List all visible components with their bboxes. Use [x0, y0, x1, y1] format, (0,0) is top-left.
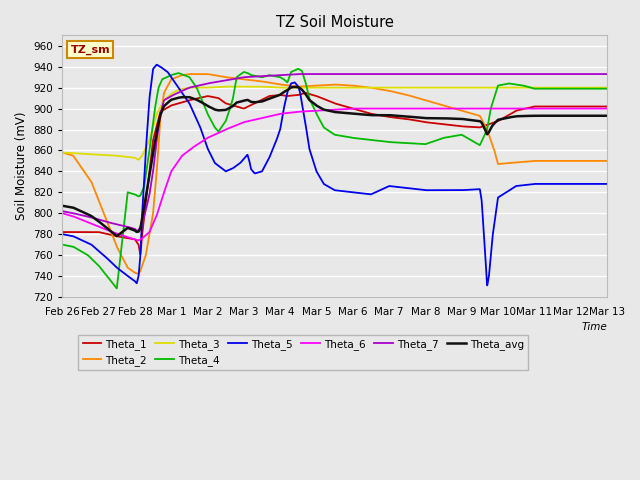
Theta_5 [58, 231, 66, 237]
Theta_4 [324, 127, 332, 133]
Theta_6 [603, 106, 611, 111]
Line: Theta_2: Theta_2 [62, 74, 607, 274]
Theta_3 [588, 85, 595, 91]
Theta_2 [58, 150, 66, 156]
Line: Theta_7: Theta_7 [62, 74, 607, 231]
Legend: Theta_1, Theta_2, Theta_3, Theta_4, Theta_5, Theta_6, Theta_7, Theta_avg: Theta_1, Theta_2, Theta_3, Theta_4, Thet… [79, 335, 528, 370]
Theta_7 [58, 208, 66, 214]
Theta_6 [309, 108, 317, 114]
Theta_4 [294, 66, 302, 72]
Theta_7 [588, 71, 595, 77]
Theta_5 [153, 62, 161, 68]
Theta_1 [603, 104, 611, 109]
Theta_avg [58, 203, 66, 209]
X-axis label: Time: Time [581, 322, 607, 332]
Theta_avg [588, 113, 596, 119]
Theta_2 [309, 83, 317, 89]
Theta_6 [58, 210, 66, 216]
Theta_5 [483, 283, 491, 288]
Theta_1 [488, 120, 495, 126]
Theta_avg [324, 108, 332, 113]
Theta_5 [309, 157, 317, 163]
Theta_6 [349, 106, 357, 111]
Theta_4 [309, 104, 317, 110]
Theta_4 [86, 254, 94, 260]
Theta_1 [86, 229, 94, 235]
Theta_3 [309, 85, 317, 91]
Theta_2 [324, 82, 332, 88]
Theta_7 [588, 71, 596, 77]
Theta_2 [603, 158, 611, 164]
Theta_3 [222, 84, 230, 89]
Theta_5 [488, 243, 495, 249]
Theta_4 [488, 103, 495, 108]
Theta_4 [588, 86, 596, 92]
Line: Theta_1: Theta_1 [62, 93, 607, 254]
Theta_3 [86, 151, 94, 157]
Theta_6 [488, 106, 495, 111]
Theta_1 [324, 97, 332, 103]
Theta_7 [603, 71, 611, 77]
Theta_7 [294, 71, 302, 77]
Theta_4 [58, 242, 66, 248]
Line: Theta_avg: Theta_avg [62, 87, 607, 236]
Theta_avg [86, 213, 94, 218]
Theta_avg [588, 113, 595, 119]
Theta_4 [113, 286, 121, 291]
Theta_1 [309, 92, 317, 98]
Theta_6 [86, 220, 94, 226]
Theta_1 [58, 229, 66, 235]
Theta_2 [186, 71, 193, 77]
Theta_7 [86, 214, 94, 220]
Theta_avg [309, 100, 317, 106]
Theta_6 [324, 107, 332, 113]
Theta_6 [588, 106, 596, 111]
Theta_2 [135, 271, 143, 277]
Theta_4 [588, 86, 595, 92]
Title: TZ Soil Moisture: TZ Soil Moisture [276, 15, 394, 30]
Theta_1 [588, 104, 595, 109]
Line: Theta_6: Theta_6 [62, 108, 607, 240]
Theta_5 [603, 181, 611, 187]
Theta_7 [133, 228, 141, 234]
Theta_2 [488, 140, 495, 145]
Theta_3 [588, 85, 596, 91]
Theta_7 [488, 71, 495, 77]
Theta_avg [291, 84, 299, 90]
Theta_3 [58, 150, 66, 156]
Theta_2 [588, 158, 596, 164]
Theta_5 [324, 183, 332, 189]
Theta_5 [588, 181, 596, 187]
Theta_avg [603, 113, 611, 119]
Theta_3 [324, 85, 332, 91]
Theta_7 [324, 71, 332, 77]
Theta_2 [588, 158, 595, 164]
Theta_5 [86, 241, 94, 247]
Theta_avg [113, 233, 121, 239]
Theta_2 [86, 177, 94, 183]
Theta_1 [136, 252, 144, 257]
Theta_1 [588, 104, 596, 109]
Theta_6 [588, 106, 595, 111]
Line: Theta_5: Theta_5 [62, 65, 607, 286]
Theta_7 [309, 71, 317, 77]
Theta_avg [488, 124, 495, 130]
Line: Theta_3: Theta_3 [62, 86, 607, 160]
Theta_4 [603, 86, 611, 92]
Theta_5 [588, 181, 595, 187]
Y-axis label: Soil Moisture (mV): Soil Moisture (mV) [15, 112, 28, 220]
Theta_3 [488, 85, 495, 91]
Theta_1 [302, 90, 310, 96]
Line: Theta_4: Theta_4 [62, 69, 607, 288]
Theta_3 [603, 85, 611, 91]
Theta_6 [135, 238, 143, 243]
Theta_3 [135, 157, 143, 163]
Text: TZ_sm: TZ_sm [70, 44, 110, 55]
